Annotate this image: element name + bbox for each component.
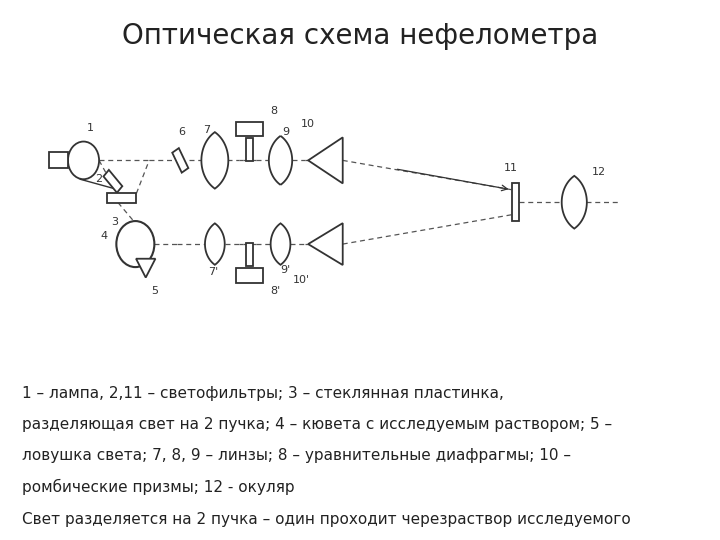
Text: 10': 10' xyxy=(293,275,310,286)
Circle shape xyxy=(68,141,99,179)
Bar xyxy=(512,184,519,221)
Bar xyxy=(235,268,264,283)
Bar xyxy=(107,193,136,202)
Text: 2: 2 xyxy=(96,174,103,184)
Polygon shape xyxy=(271,224,290,265)
Text: 4: 4 xyxy=(101,231,108,241)
Text: ловушка света; 7, 8, 9 – линзы; 8 – уравнительные диафрагмы; 10 –: ловушка света; 7, 8, 9 – линзы; 8 – урав… xyxy=(22,448,571,463)
Polygon shape xyxy=(308,223,343,265)
Text: 8': 8' xyxy=(270,286,280,296)
Bar xyxy=(246,138,253,161)
Text: разделяющая свет на 2 пучка; 4 – кювета с исследуемым раствором; 5 –: разделяющая свет на 2 пучка; 4 – кювета … xyxy=(22,417,612,432)
Polygon shape xyxy=(562,176,587,228)
Text: 9': 9' xyxy=(281,265,291,275)
Text: 11: 11 xyxy=(503,163,518,173)
Text: 12: 12 xyxy=(591,167,606,177)
Text: Оптическая схема нефелометра: Оптическая схема нефелометра xyxy=(122,22,598,50)
Text: 5: 5 xyxy=(151,286,158,296)
Bar xyxy=(246,243,253,266)
Polygon shape xyxy=(269,136,292,185)
Circle shape xyxy=(117,221,154,267)
Bar xyxy=(172,148,189,173)
Bar xyxy=(104,170,122,193)
Text: Свет разделяется на 2 пучка – один проходит черезраствор исследуемого: Свет разделяется на 2 пучка – один прохо… xyxy=(22,512,630,527)
Polygon shape xyxy=(202,132,228,188)
Bar xyxy=(235,122,264,136)
Text: 7': 7' xyxy=(208,267,218,277)
Text: 1: 1 xyxy=(87,123,94,133)
Text: 10: 10 xyxy=(301,119,315,129)
Text: 3: 3 xyxy=(111,217,118,227)
Text: 6: 6 xyxy=(179,127,186,137)
Bar xyxy=(49,152,68,168)
Text: 8: 8 xyxy=(270,106,277,117)
Text: 9: 9 xyxy=(282,127,289,137)
Polygon shape xyxy=(308,137,343,184)
Text: 7: 7 xyxy=(202,125,210,136)
Text: 1 – лампа, 2,11 – светофильтры; 3 – стеклянная пластинка,: 1 – лампа, 2,11 – светофильтры; 3 – стек… xyxy=(22,386,503,401)
Polygon shape xyxy=(136,259,156,278)
Text: ромбические призмы; 12 - окуляр: ромбические призмы; 12 - окуляр xyxy=(22,478,294,495)
Polygon shape xyxy=(205,224,225,265)
